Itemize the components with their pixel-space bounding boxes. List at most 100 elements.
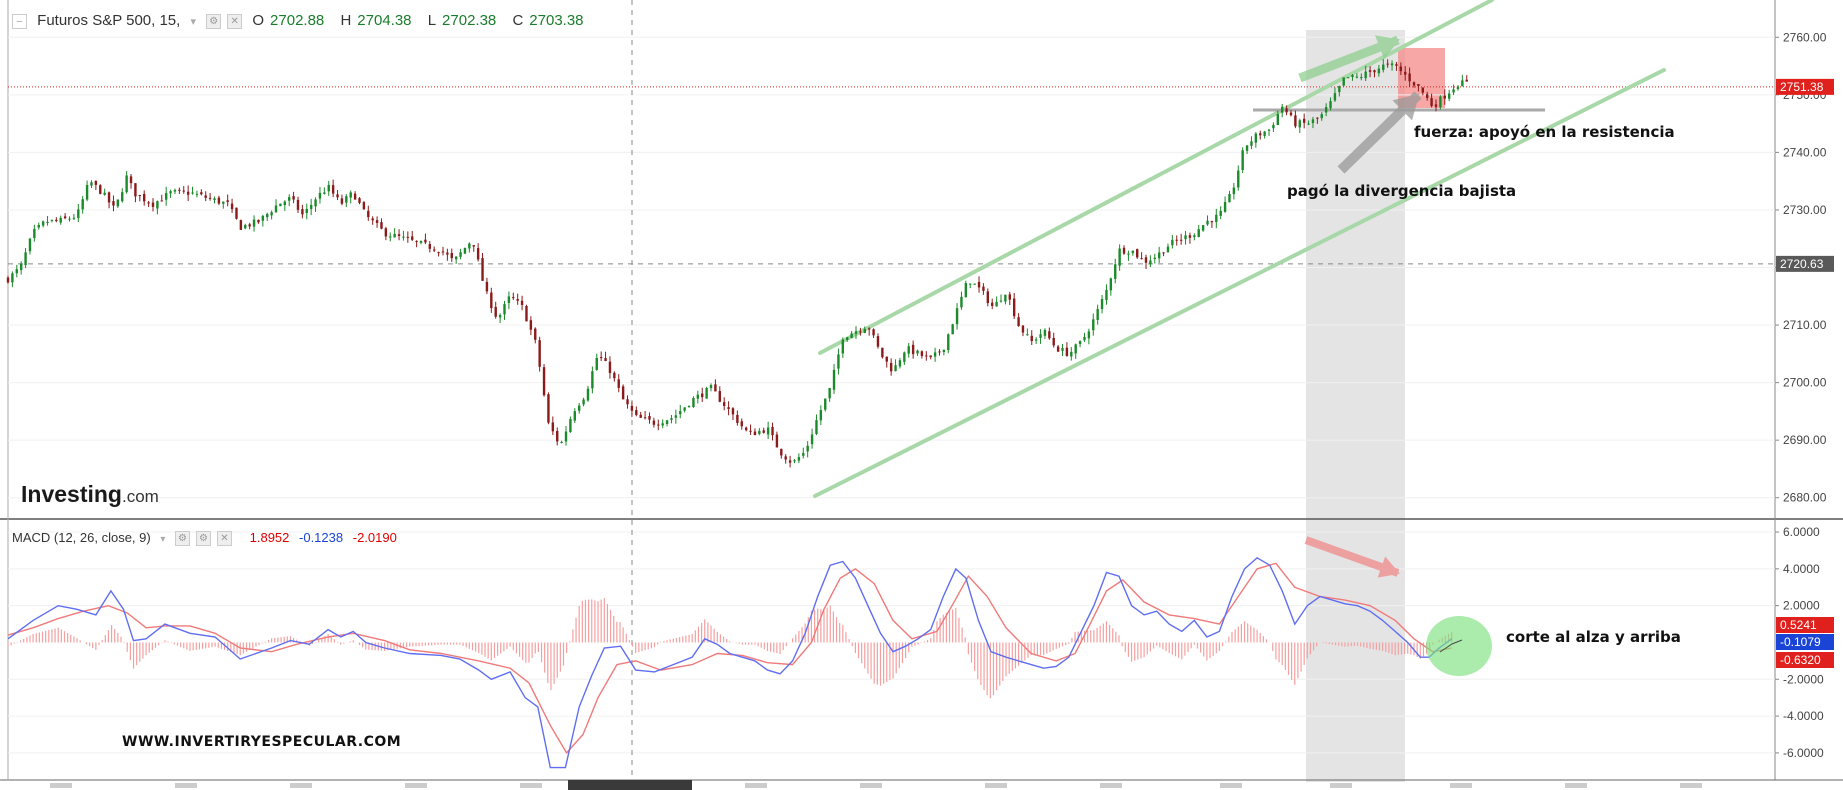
candle: [503, 304, 506, 315]
candle: [1364, 71, 1367, 79]
candle: [481, 258, 484, 281]
candle: [1118, 248, 1121, 266]
candle: [1395, 64, 1398, 66]
candle: [450, 253, 453, 259]
candle: [279, 203, 282, 207]
candle: [186, 191, 190, 195]
divergence-arrow: [1337, 91, 1422, 174]
candle: [490, 292, 493, 309]
candle: [1131, 250, 1135, 254]
candle: [301, 209, 304, 215]
candle: [81, 199, 84, 210]
candle: [1307, 123, 1310, 125]
annotation-divergence: pagó la divergencia bajista: [1287, 182, 1517, 200]
macd-value-tag: -0.6320: [1780, 653, 1821, 667]
candle: [551, 422, 555, 432]
candle: [560, 441, 563, 443]
candle: [59, 217, 62, 223]
candle: [336, 194, 339, 198]
candle: [569, 419, 572, 433]
candle: [6, 277, 10, 283]
candle: [595, 357, 598, 370]
candle: [340, 198, 344, 204]
candle: [1329, 101, 1332, 109]
candle: [1434, 104, 1438, 107]
channel-lower-line: [813, 68, 1666, 498]
candle: [749, 430, 752, 432]
candle: [824, 398, 827, 410]
candle: [696, 394, 700, 399]
candle: [463, 247, 467, 254]
candle: [512, 297, 515, 299]
dropdown-icon[interactable]: ▾: [160, 534, 166, 545]
candle: [1030, 335, 1033, 342]
candle: [977, 281, 981, 288]
time-tick-label: [175, 783, 197, 788]
candle: [85, 185, 89, 200]
candle: [362, 202, 366, 210]
time-tick-label: [50, 783, 72, 788]
symbol-title: Futuros S&P 500, 15,: [37, 12, 181, 29]
candle: [1039, 334, 1042, 338]
candle: [1237, 170, 1240, 188]
candle: [806, 445, 809, 452]
candle: [1452, 89, 1455, 93]
candle: [986, 291, 990, 304]
time-tick-label: [405, 783, 427, 788]
cross-mark: [1439, 639, 1463, 653]
candle: [714, 384, 717, 392]
axis-tick-label: 2680.00: [1783, 491, 1827, 505]
candle: [367, 210, 370, 218]
candle: [397, 234, 401, 237]
cross-highlight-circle: [1426, 616, 1492, 676]
candle: [639, 414, 642, 418]
candle: [454, 256, 458, 260]
highlight-zone: [1306, 30, 1405, 782]
candle: [828, 388, 831, 399]
candle: [525, 305, 528, 322]
candle: [925, 355, 928, 357]
candle: [1465, 79, 1468, 82]
settings-icon[interactable]: ⚙: [196, 531, 211, 547]
candle: [582, 399, 585, 405]
macd-divergence-arrow: [1304, 536, 1400, 578]
collapse-icon[interactable]: –: [12, 13, 27, 29]
candle: [125, 175, 128, 193]
candle: [872, 329, 875, 336]
candle: [903, 352, 906, 362]
candle: [573, 411, 577, 421]
candle: [1439, 96, 1442, 108]
axis-tick-label: -4.0000: [1783, 709, 1824, 723]
candle: [1263, 131, 1266, 136]
candle: [718, 391, 721, 402]
candle: [889, 362, 893, 372]
candle: [485, 281, 489, 292]
candle: [235, 207, 238, 219]
candle: [1092, 319, 1095, 331]
candle: [33, 228, 36, 239]
candle: [468, 243, 471, 249]
candle: [534, 328, 537, 340]
candle: [156, 201, 159, 209]
candle: [1052, 337, 1055, 346]
settings-icon[interactable]: ⚙: [175, 531, 190, 547]
settings-icon[interactable]: ⚙: [206, 13, 222, 29]
candle: [1461, 80, 1464, 87]
candle: [99, 185, 102, 194]
close-icon[interactable]: ✕: [227, 13, 243, 29]
candle: [753, 431, 757, 436]
candle: [107, 192, 111, 203]
candle: [375, 220, 379, 223]
candle: [226, 200, 229, 202]
candle: [960, 296, 963, 308]
candle: [547, 394, 550, 423]
annotation-macd-cross: corte al alza y arriba: [1506, 628, 1681, 646]
candle: [604, 358, 607, 361]
close-icon[interactable]: ✕: [217, 531, 232, 547]
candle: [1105, 289, 1108, 301]
macd-value: -0.1238: [299, 530, 344, 545]
candle: [1298, 120, 1301, 128]
dropdown-icon[interactable]: ▾: [190, 16, 197, 28]
